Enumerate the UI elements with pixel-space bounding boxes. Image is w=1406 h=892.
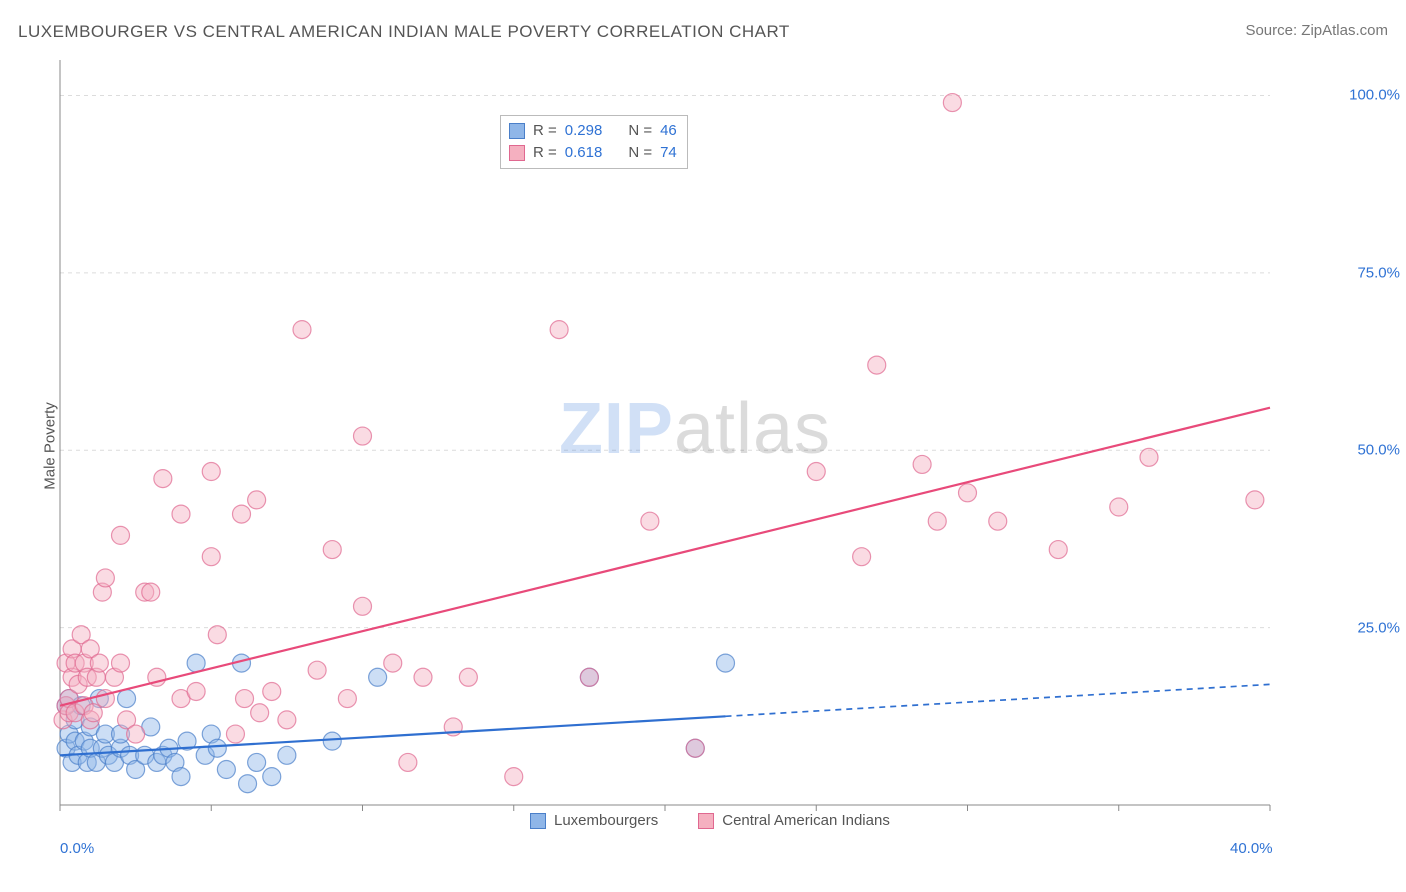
stat-n-label: N = xyxy=(628,142,652,164)
swatch-series2 xyxy=(509,145,525,161)
plot-area: ZIPatlas R = 0.298 N = 46 R = 0.618 N = … xyxy=(50,55,1340,835)
chart-title: LUXEMBOURGER VS CENTRAL AMERICAN INDIAN … xyxy=(18,22,790,42)
swatch-series1 xyxy=(509,123,525,139)
x-tick-label: 0.0% xyxy=(60,840,94,857)
swatch-series1-icon xyxy=(530,813,546,829)
stats-legend-box: R = 0.298 N = 46 R = 0.618 N = 74 xyxy=(500,115,688,169)
y-tick-label: 100.0% xyxy=(1349,87,1400,104)
chart-svg xyxy=(50,55,1340,835)
stat-n-value-1: 46 xyxy=(660,120,677,142)
y-tick-label: 25.0% xyxy=(1357,619,1400,636)
legend-label-series1: Luxembourgers xyxy=(554,812,658,829)
y-tick-label: 75.0% xyxy=(1357,264,1400,281)
swatch-series2-icon xyxy=(698,813,714,829)
chart-container: LUXEMBOURGER VS CENTRAL AMERICAN INDIAN … xyxy=(0,0,1406,892)
bottom-legend: Luxembourgers Central American Indians xyxy=(530,812,890,829)
source-attribution: Source: ZipAtlas.com xyxy=(1245,22,1388,39)
x-tick-label: 40.0% xyxy=(1230,840,1273,857)
legend-item-series1: Luxembourgers xyxy=(530,812,658,829)
legend-item-series2: Central American Indians xyxy=(698,812,890,829)
stat-n-value-2: 74 xyxy=(660,142,677,164)
stat-r-label: R = xyxy=(533,142,557,164)
stats-row-series1: R = 0.298 N = 46 xyxy=(509,120,677,142)
stat-n-label: N = xyxy=(628,120,652,142)
stat-r-value-2: 0.618 xyxy=(565,142,603,164)
y-tick-label: 50.0% xyxy=(1357,442,1400,459)
legend-label-series2: Central American Indians xyxy=(722,812,890,829)
stat-r-value-1: 0.298 xyxy=(565,120,603,142)
stats-row-series2: R = 0.618 N = 74 xyxy=(509,142,677,164)
stat-r-label: R = xyxy=(533,120,557,142)
